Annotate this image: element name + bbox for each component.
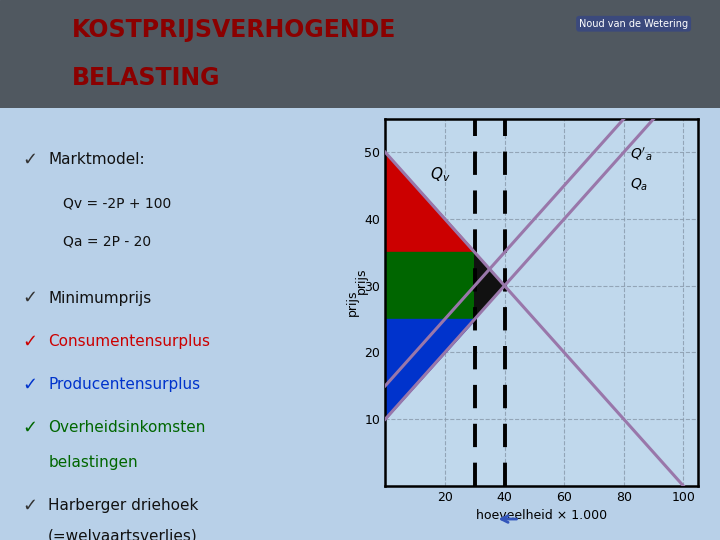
- Y-axis label: prijs: prijs: [346, 289, 359, 316]
- Text: $Q'_a$: $Q'_a$: [630, 146, 652, 163]
- Polygon shape: [385, 152, 474, 252]
- Text: BELASTING: BELASTING: [72, 66, 220, 90]
- Text: $Q_v$: $Q_v$: [430, 165, 451, 184]
- Text: ✓: ✓: [22, 332, 37, 350]
- Text: Minimumprijs: Minimumprijs: [48, 291, 151, 306]
- Text: ✓: ✓: [22, 151, 37, 169]
- Text: belastingen: belastingen: [48, 455, 138, 470]
- X-axis label: hoeveelheid × 1.000: hoeveelheid × 1.000: [476, 509, 608, 522]
- Polygon shape: [385, 252, 474, 319]
- Text: $Q_a$: $Q_a$: [630, 177, 648, 193]
- Text: ✓: ✓: [22, 496, 37, 515]
- Text: Qa = 2P - 20: Qa = 2P - 20: [63, 235, 151, 249]
- Text: Marktmodel:: Marktmodel:: [48, 152, 145, 167]
- Text: Producentensurplus: Producentensurplus: [48, 377, 200, 392]
- Text: KOSTPRIJSVERHOGENDE: KOSTPRIJSVERHOGENDE: [72, 18, 397, 42]
- Text: ✓: ✓: [22, 289, 37, 307]
- Text: Noud van de Wetering: Noud van de Wetering: [579, 19, 688, 29]
- Text: Overheidsinkomsten: Overheidsinkomsten: [48, 420, 206, 435]
- Text: (=welvaartsverlies): (=welvaartsverlies): [48, 528, 198, 540]
- Polygon shape: [385, 319, 474, 419]
- Text: Consumentensurplus: Consumentensurplus: [48, 334, 210, 349]
- Text: ✓: ✓: [22, 375, 37, 394]
- Text: Qv = -2P + 100: Qv = -2P + 100: [63, 196, 171, 210]
- Text: prijs: prijs: [355, 267, 368, 294]
- Polygon shape: [474, 252, 505, 319]
- Text: Harberger driehoek: Harberger driehoek: [48, 498, 199, 513]
- Text: ✓: ✓: [22, 418, 37, 437]
